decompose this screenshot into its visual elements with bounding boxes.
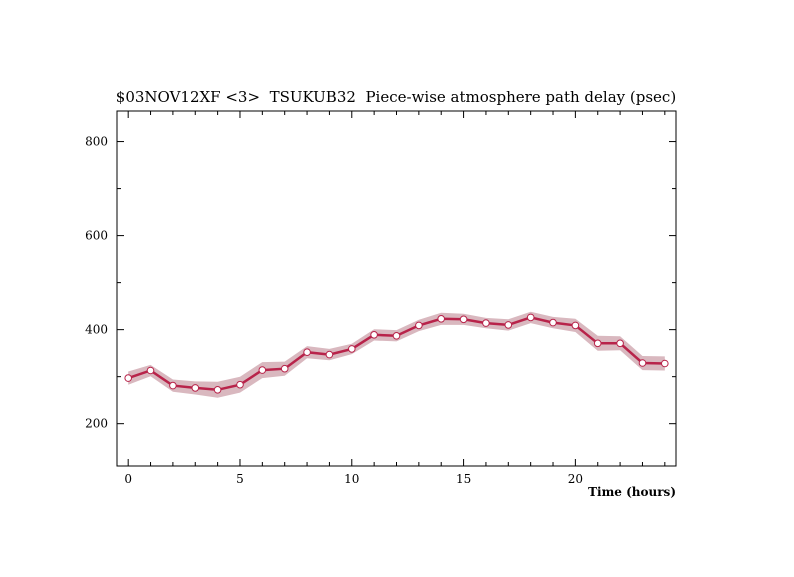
data-point bbox=[370, 331, 378, 339]
data-point bbox=[482, 319, 490, 327]
x-tick-label: 5 bbox=[236, 472, 244, 486]
y-tick-label: 600 bbox=[85, 229, 108, 243]
data-point bbox=[303, 348, 311, 357]
uncertainty-band-layer bbox=[128, 311, 665, 398]
data-point bbox=[638, 359, 647, 367]
data-point bbox=[571, 321, 580, 330]
data-point bbox=[526, 313, 535, 322]
plot-frame bbox=[116, 110, 677, 467]
data-point bbox=[504, 321, 513, 329]
data-point bbox=[459, 315, 468, 324]
x-tick-labels: 0 5 10 15 20 bbox=[124, 472, 583, 486]
data-point bbox=[348, 345, 356, 353]
y-tick-label: 800 bbox=[85, 135, 108, 149]
data-point bbox=[213, 386, 222, 394]
data-point bbox=[437, 315, 446, 323]
data-point bbox=[124, 374, 132, 382]
data-point bbox=[191, 384, 200, 392]
data-point bbox=[146, 366, 155, 375]
x-tick-label: 10 bbox=[344, 472, 359, 486]
data-point bbox=[236, 380, 244, 389]
y-tick-label: 200 bbox=[85, 417, 108, 431]
data-point bbox=[258, 366, 267, 374]
x-tick-label: 15 bbox=[456, 472, 471, 486]
x-tick-label: 0 bbox=[124, 472, 132, 486]
data-point bbox=[392, 332, 401, 340]
data-point bbox=[169, 381, 177, 390]
data-points-layer bbox=[124, 313, 669, 394]
chart-title: $03NOV12XF <3> TSUKUB32 Piece-wise atmos… bbox=[116, 88, 676, 106]
data-point bbox=[325, 350, 334, 359]
data-point bbox=[616, 339, 624, 348]
uncertainty-band bbox=[128, 311, 665, 398]
data-point bbox=[415, 321, 423, 330]
axis-ticks bbox=[117, 111, 676, 466]
data-point bbox=[593, 339, 602, 348]
data-point bbox=[280, 364, 289, 373]
data-point bbox=[661, 359, 669, 368]
x-tick-label: 20 bbox=[568, 472, 583, 486]
data-point bbox=[549, 318, 557, 327]
x-axis-label: Time (hours) bbox=[588, 485, 676, 499]
y-tick-label: 400 bbox=[85, 323, 108, 337]
y-tick-labels: 200 400 600 800 bbox=[85, 135, 108, 431]
